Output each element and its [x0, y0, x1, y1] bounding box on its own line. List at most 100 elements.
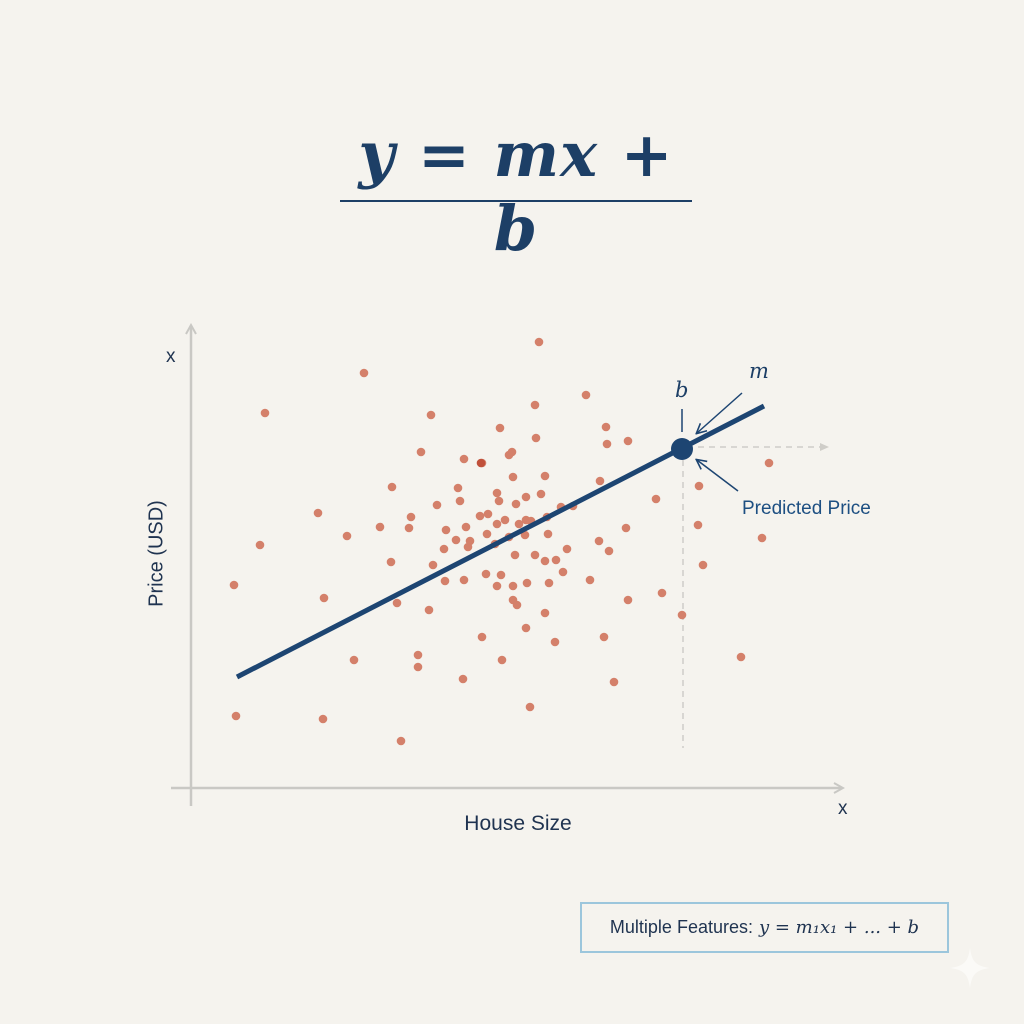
predicted-price-arrow: [697, 460, 739, 492]
data-point: [651, 494, 661, 504]
data-point: [406, 512, 416, 522]
data-point: [492, 488, 502, 498]
y-axis-letter: x: [166, 346, 176, 367]
data-point: [459, 575, 469, 585]
intercept-label: b: [675, 378, 689, 402]
data-point: [404, 523, 414, 533]
data-point: [455, 496, 465, 506]
sparkle-icon: [950, 948, 990, 988]
data-point: [657, 588, 667, 598]
data-point: [424, 605, 434, 615]
data-point: [621, 523, 631, 533]
x-axis-label: House Size: [464, 812, 572, 835]
data-point: [413, 650, 423, 660]
data-point: [581, 390, 591, 400]
data-point: [604, 546, 614, 556]
data-point: [441, 525, 451, 535]
data-point: [349, 655, 359, 665]
data-point: [536, 489, 546, 499]
data-point: [530, 550, 540, 560]
title-block: y = mx + b: [340, 118, 692, 265]
data-point: [623, 595, 633, 605]
data-point: [510, 550, 520, 560]
data-point: [550, 637, 560, 647]
data-point: [432, 500, 442, 510]
data-point: [413, 662, 423, 672]
data-point: [458, 674, 468, 684]
data-point: [623, 436, 633, 446]
predicted-point: [671, 438, 693, 460]
data-point: [562, 544, 572, 554]
data-point: [531, 433, 541, 443]
data-point: [594, 536, 604, 546]
data-point: [508, 472, 518, 482]
data-point: [386, 557, 396, 567]
data-point: [481, 569, 491, 579]
data-point: [514, 519, 524, 529]
data-point: [677, 610, 687, 620]
data-point: [601, 422, 611, 432]
data-point: [492, 519, 502, 529]
data-points: [229, 337, 774, 746]
data-point: [522, 578, 532, 588]
data-point: [530, 400, 540, 410]
features-equation: y = m₁x₁ + ... + b: [758, 917, 920, 938]
title-underline: [340, 200, 692, 202]
multiple-features-box: Multiple Features: y = m₁x₁ + ... + b: [580, 902, 949, 953]
data-point: [521, 623, 531, 633]
data-point: [599, 632, 609, 642]
data-point: [540, 556, 550, 566]
data-point: [319, 593, 329, 603]
y-axis-label: Price (USD): [145, 500, 168, 607]
data-point: [540, 471, 550, 481]
data-point: [375, 522, 385, 532]
data-point: [392, 598, 402, 608]
data-point: [694, 481, 704, 491]
data-point: [525, 702, 535, 712]
data-point: [497, 655, 507, 665]
data-point: [255, 540, 265, 550]
data-point: [342, 531, 352, 541]
data-point: [477, 632, 487, 642]
features-label: Multiple Features:: [609, 917, 753, 937]
data-point: [764, 458, 774, 468]
data-point: [318, 714, 328, 724]
data-point: [540, 608, 550, 618]
data-point: [521, 492, 531, 502]
data-point: [508, 581, 518, 591]
data-point: [428, 560, 438, 570]
highlight-data-point: [476, 458, 486, 468]
data-point: [313, 508, 323, 518]
data-point: [595, 476, 605, 486]
data-point: [551, 555, 561, 565]
data-point: [494, 496, 504, 506]
data-point: [440, 576, 450, 586]
data-point: [260, 408, 270, 418]
data-point: [512, 600, 522, 610]
data-point: [416, 447, 426, 457]
data-point: [482, 529, 492, 539]
x-axis-letter: x: [838, 798, 848, 819]
data-point: [396, 736, 406, 746]
data-point: [507, 447, 517, 457]
data-point: [453, 483, 463, 493]
data-point: [459, 454, 469, 464]
data-point: [534, 337, 544, 347]
slope-label: m: [749, 359, 769, 383]
equation-title: y = mx + b: [358, 118, 674, 265]
data-point: [495, 423, 505, 433]
data-point: [463, 542, 473, 552]
data-point: [693, 520, 703, 530]
data-point: [736, 652, 746, 662]
data-point: [483, 509, 493, 519]
data-point: [231, 711, 241, 721]
data-point: [451, 535, 461, 545]
data-point: [609, 677, 619, 687]
data-point: [229, 580, 239, 590]
data-point: [698, 560, 708, 570]
data-point: [543, 529, 553, 539]
data-point: [492, 581, 502, 591]
data-point: [511, 499, 521, 509]
data-point: [500, 515, 510, 525]
